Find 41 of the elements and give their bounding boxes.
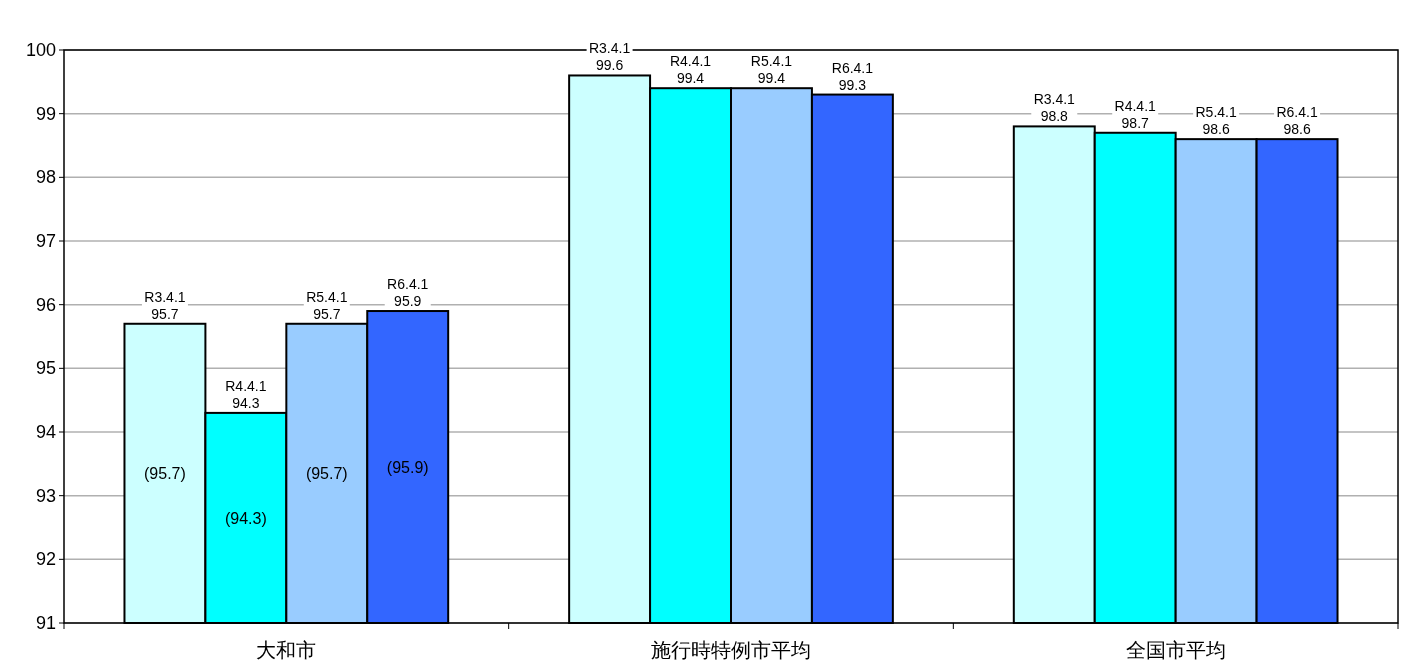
text: R4.4.1 (669, 53, 712, 70)
data-label: 99.6 (595, 57, 624, 74)
data-label: 95.7 (313, 305, 341, 322)
series-label: R3.4.1 (144, 288, 186, 305)
series-label: R6.4.1 (387, 276, 429, 293)
annotation: (94.3) (224, 509, 267, 527)
y-tick-label: 92 (35, 549, 56, 570)
data-label: 95.7 (151, 305, 179, 322)
y-tick-label: 93 (35, 485, 56, 506)
text: R5.4.1 (750, 53, 793, 70)
data-label: 99.3 (838, 76, 867, 93)
y-tick-label: 95 (35, 358, 56, 379)
annotation: (95.7) (305, 465, 348, 483)
y-tick-label: 97 (35, 231, 56, 251)
x-tick-label: 施行時特例市平均 (651, 639, 811, 661)
text: R5.4.1 (1195, 104, 1237, 121)
data-label: 95.9 (394, 293, 422, 310)
data-label: 94.3 (232, 394, 260, 411)
x-tick-label: 大和市 (256, 639, 317, 661)
series-label: R4.4.1 (225, 377, 267, 394)
data-label: 99.4 (676, 70, 705, 87)
annotation: (95.7) (144, 465, 186, 483)
y-tick-label: 100 (25, 40, 56, 60)
data-label: 98.6 (1283, 121, 1311, 138)
data-label: 99.4 (757, 70, 786, 87)
series-label: R5.4.1 (306, 288, 348, 305)
x-tick-label: 全国市平均 (1125, 639, 1226, 661)
data-label: 98.6 (1202, 121, 1230, 138)
text: R6.4.1 (831, 59, 874, 76)
text: R6.4.1 (1276, 104, 1318, 121)
y-tick-label: 98 (35, 167, 56, 188)
y-tick-label: 99 (35, 103, 56, 124)
data-label: 98.8 (1040, 108, 1069, 125)
data-label: 98.7 (1121, 114, 1150, 131)
text: R4.4.1 (1114, 97, 1156, 114)
y-tick-label: 91 (35, 613, 56, 633)
text: R3.4.1 (588, 40, 631, 57)
y-tick-label: 96 (35, 294, 56, 315)
y-tick-label: 94 (35, 422, 56, 442)
text: R3.4.1 (1033, 91, 1075, 108)
annotation: (95.9) (386, 459, 429, 477)
